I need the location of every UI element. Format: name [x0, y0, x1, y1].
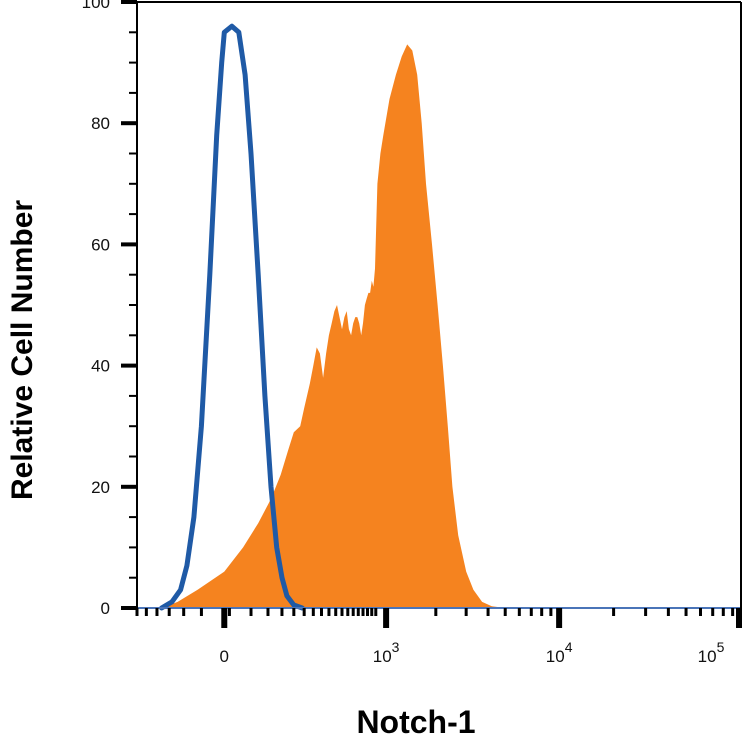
x-tick-label: 105: [698, 639, 725, 666]
y-tick-label: 60: [91, 235, 110, 254]
x-tick-label: 0: [220, 647, 229, 666]
y-tick-label: 20: [91, 478, 110, 497]
ticks-layer: [121, 0, 742, 628]
labels-layer: 0 20 40 60 80 100 0 103 104 105: [82, 0, 725, 666]
x-axis-title: Notch-1: [356, 704, 475, 740]
y-axis-title: Relative Cell Number: [6, 200, 39, 500]
filled-histogram-series: [161, 44, 506, 608]
x-tick-label: 103: [373, 639, 400, 666]
x-tick-label: 104: [546, 639, 573, 666]
y-tick-label: 100: [82, 0, 110, 12]
y-tick-label: 80: [91, 114, 110, 133]
y-tick-label: 40: [91, 357, 110, 376]
control-histogram-line: [159, 23, 305, 611]
y-tick-label: 0: [101, 599, 110, 618]
series-layer: [159, 23, 506, 611]
